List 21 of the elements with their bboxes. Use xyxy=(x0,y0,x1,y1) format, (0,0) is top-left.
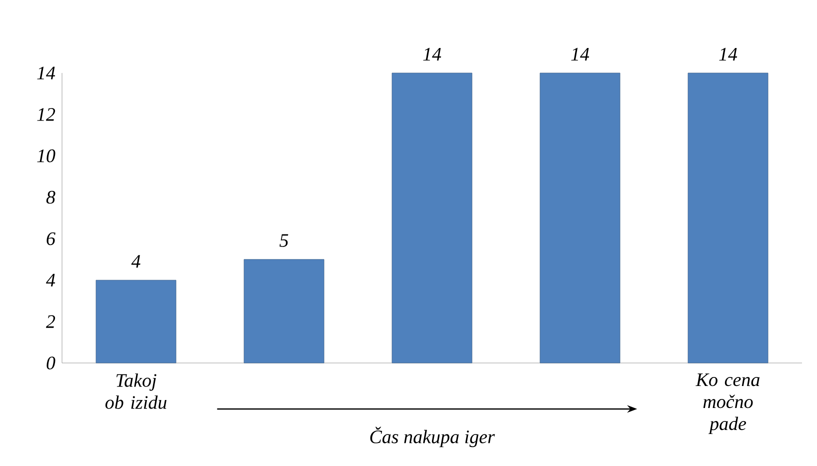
y-tick-label: 0 xyxy=(46,356,56,370)
y-tick-label: 10 xyxy=(37,149,56,162)
bar xyxy=(244,259,324,364)
data-label: 14 xyxy=(423,48,442,60)
data-label: 14 xyxy=(719,48,738,60)
x-tick-label: Ko cena močno pade xyxy=(696,374,760,434)
y-tick-label: 12 xyxy=(37,108,56,121)
y-tick-label: 6 xyxy=(46,232,56,246)
y-tick-label: 14 xyxy=(37,66,56,80)
bar xyxy=(688,72,768,364)
data-label: 14 xyxy=(571,48,590,60)
bar xyxy=(96,280,176,364)
data-label: 4 xyxy=(131,255,140,268)
bar xyxy=(540,72,620,364)
bar xyxy=(392,72,472,364)
x-tick-label: Takoj ob izidu xyxy=(105,374,166,409)
data-label: 5 xyxy=(280,234,288,247)
x-axis-title: Čas nakupa iger xyxy=(370,426,495,448)
y-tick-label: 4 xyxy=(46,274,56,286)
y-tick-label: 2 xyxy=(46,315,56,328)
y-tick-label: 8 xyxy=(46,190,56,204)
